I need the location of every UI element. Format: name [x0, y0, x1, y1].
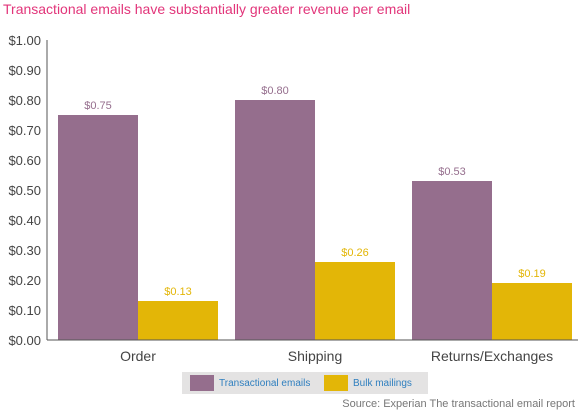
legend: Transactional emails Bulk mailings — [182, 372, 428, 394]
x-tick-label: Shipping — [288, 348, 343, 364]
y-tick-label: $0.30 — [8, 243, 41, 258]
bar-value-label: $0.19 — [518, 268, 546, 280]
y-tick-label: $0.10 — [8, 303, 41, 318]
bar-value-label: $0.13 — [164, 286, 192, 298]
y-tick-label: $0.80 — [8, 93, 41, 108]
bar-value-label: $0.80 — [261, 85, 289, 97]
legend-label-bulk: Bulk mailings — [353, 377, 412, 389]
legend-label-transactional: Transactional emails — [219, 377, 311, 389]
bar-transactional — [58, 115, 138, 340]
x-axis: Order Shipping Returns/Exchanges — [47, 339, 578, 364]
y-axis: $0.00 $0.10 $0.20 $0.30 $0.40 $0.50 $0.60 $0.70… — [8, 33, 48, 348]
bar-transactional — [235, 100, 315, 340]
bar-value-label: $0.75 — [84, 100, 112, 112]
legend-swatch-bulk — [324, 375, 348, 391]
source-note: Source: Experian The transactional email… — [342, 398, 575, 410]
bar-bulk — [138, 301, 218, 340]
y-tick-label: $0.00 — [8, 333, 41, 348]
x-tick-label: Order — [120, 348, 156, 364]
y-tick-label: $0.50 — [8, 183, 41, 198]
bar-chart: $0.00 $0.10 $0.20 $0.30 $0.40 $0.50 $0.60 $0.70… — [8, 33, 578, 364]
y-tick-label: $0.40 — [8, 213, 41, 228]
bars: $0.75 $0.13 $0.80 $0.26 $0.53 $0.19 — [58, 85, 572, 340]
bar-value-label: $0.26 — [341, 247, 369, 259]
legend-swatch-transactional — [190, 375, 214, 391]
legend-item-bulk: Bulk mailings — [324, 375, 412, 391]
x-tick-label: Returns/Exchanges — [431, 348, 553, 364]
bar-transactional — [412, 181, 492, 340]
y-tick-label: $0.60 — [8, 153, 41, 168]
y-tick-label: $0.20 — [8, 273, 41, 288]
chart-title: Transactional emails have substantially … — [3, 1, 411, 17]
bar-bulk — [492, 283, 572, 340]
y-tick-label: $0.90 — [8, 63, 41, 78]
bar-bulk — [315, 262, 395, 340]
bar-value-label: $0.53 — [438, 166, 466, 178]
y-tick-label: $0.70 — [8, 123, 41, 138]
legend-item-transactional: Transactional emails — [190, 375, 310, 391]
y-tick-label: $1.00 — [8, 33, 41, 48]
